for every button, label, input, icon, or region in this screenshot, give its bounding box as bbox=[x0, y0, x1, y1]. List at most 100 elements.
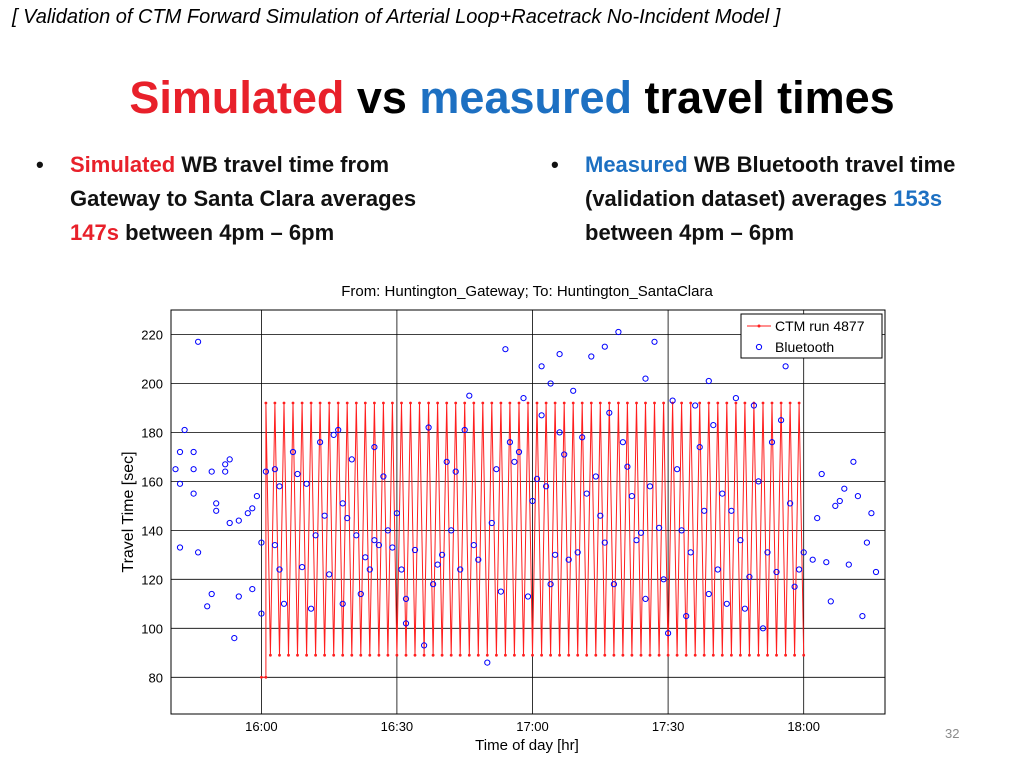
travel-time-chart: From: Huntington_Gateway; To: Huntington… bbox=[120, 283, 886, 754]
ctm-point bbox=[802, 653, 806, 657]
x-tick-label: 18:00 bbox=[787, 719, 820, 734]
bluetooth-point bbox=[249, 586, 256, 593]
bluetooth-point bbox=[637, 529, 645, 536]
bluetooth-point bbox=[258, 539, 265, 546]
bluetooth-point bbox=[656, 524, 663, 532]
bluetooth-point bbox=[294, 470, 301, 478]
bluetooth-point bbox=[561, 451, 568, 458]
y-tick-label: 180 bbox=[141, 425, 163, 440]
bluetooth-point bbox=[615, 328, 622, 336]
ctm-point bbox=[391, 401, 394, 405]
bluetooth-point bbox=[800, 549, 807, 556]
bluetooth-point bbox=[371, 537, 378, 544]
bluetooth-point bbox=[176, 480, 184, 487]
bluetooth-point bbox=[836, 497, 843, 505]
ctm-point bbox=[725, 401, 729, 405]
bullet-simulated-highlight: Simulated bbox=[70, 152, 176, 177]
bluetooth-point bbox=[226, 519, 233, 527]
bluetooth-point bbox=[854, 493, 862, 500]
bluetooth-point bbox=[859, 613, 866, 620]
bluetooth-point bbox=[579, 434, 586, 441]
bluetooth-point bbox=[723, 600, 730, 607]
ctm-point bbox=[332, 653, 336, 657]
ctm-point bbox=[630, 653, 634, 657]
bluetooth-point bbox=[746, 573, 753, 581]
bluetooth-point bbox=[258, 610, 265, 617]
bluetooth-point bbox=[231, 635, 238, 642]
ctm-point bbox=[296, 653, 299, 657]
bluetooth-point bbox=[529, 497, 536, 505]
ctm-point bbox=[336, 401, 340, 405]
bluetooth-point bbox=[741, 605, 749, 612]
title-measured: measured bbox=[419, 72, 633, 123]
bluetooth-point bbox=[791, 583, 798, 590]
bullet-dot: • bbox=[551, 152, 559, 177]
bluetooth-point bbox=[696, 444, 703, 451]
bluetooth-series bbox=[172, 328, 880, 666]
bluetooth-point bbox=[371, 444, 378, 451]
bluetooth-point bbox=[841, 485, 848, 492]
ctm-point bbox=[382, 401, 385, 405]
ctm-point bbox=[779, 401, 783, 405]
bullet-simulated-text2: between 4pm – 6pm bbox=[118, 220, 335, 245]
bullet-simulated: • Simulated WB travel time from Gateway … bbox=[36, 148, 470, 250]
ctm-point bbox=[734, 401, 738, 405]
bluetooth-point bbox=[687, 549, 694, 556]
bluetooth-point bbox=[556, 351, 563, 358]
ctm-point bbox=[463, 401, 467, 405]
chart-legend: CTM run 4877 Bluetooth bbox=[740, 313, 883, 359]
bluetooth-point bbox=[705, 377, 712, 385]
bluetooth-point bbox=[552, 551, 559, 558]
bluetooth-point bbox=[592, 473, 599, 480]
y-tick-label: 140 bbox=[141, 523, 163, 538]
bluetooth-point bbox=[190, 466, 197, 473]
bluetooth-point bbox=[759, 625, 767, 632]
ctm-point bbox=[553, 401, 557, 405]
ctm-point bbox=[445, 401, 449, 405]
ctm-point bbox=[680, 401, 683, 405]
bluetooth-point bbox=[511, 458, 518, 465]
bluetooth-point bbox=[303, 480, 310, 487]
bluetooth-point bbox=[588, 353, 595, 360]
ctm-point bbox=[282, 401, 286, 405]
bluetooth-point bbox=[213, 507, 220, 514]
bullet-measured-text1: WB Bluetooth travel time (validation dat… bbox=[585, 152, 956, 211]
bluetooth-point bbox=[276, 483, 283, 490]
bluetooth-point bbox=[330, 431, 337, 438]
bluetooth-point bbox=[737, 537, 744, 544]
ctm-point bbox=[345, 401, 349, 405]
bluetooth-point bbox=[195, 549, 202, 556]
header-note: [ Validation of CTM Forward Simulation o… bbox=[12, 6, 781, 28]
ctm-point bbox=[476, 653, 480, 657]
bluetooth-point bbox=[750, 402, 758, 409]
ctm-point bbox=[603, 653, 607, 657]
bluetooth-point bbox=[502, 346, 509, 353]
ctm-point bbox=[684, 653, 688, 657]
ctm-point bbox=[260, 675, 263, 679]
bluetooth-point bbox=[565, 556, 572, 563]
bluetooth-point bbox=[796, 566, 803, 573]
ctm-line bbox=[261, 402, 805, 678]
ctm-point bbox=[436, 401, 439, 405]
ctm-point bbox=[467, 653, 471, 657]
ctm-point bbox=[707, 401, 711, 405]
bluetooth-point bbox=[439, 551, 446, 558]
y-tick-label: 200 bbox=[141, 377, 163, 392]
bluetooth-point bbox=[818, 470, 825, 478]
bluetooth-point bbox=[601, 539, 608, 546]
bluetooth-point bbox=[398, 566, 405, 573]
bluetooth-point bbox=[208, 468, 215, 475]
bluetooth-point bbox=[213, 500, 220, 507]
ctm-point bbox=[739, 653, 742, 657]
ctm-point bbox=[386, 653, 390, 657]
bluetooth-point bbox=[845, 561, 852, 568]
bluetooth-point bbox=[235, 593, 242, 600]
bluetooth-point bbox=[181, 426, 188, 434]
ctm-point bbox=[607, 401, 611, 405]
ctm-point bbox=[472, 401, 476, 405]
bluetooth-point bbox=[421, 642, 428, 649]
bluetooth-point bbox=[380, 473, 387, 480]
ctm-point bbox=[698, 401, 702, 405]
bullet-measured-value: 153s bbox=[893, 186, 943, 211]
bluetooth-point bbox=[570, 387, 577, 394]
